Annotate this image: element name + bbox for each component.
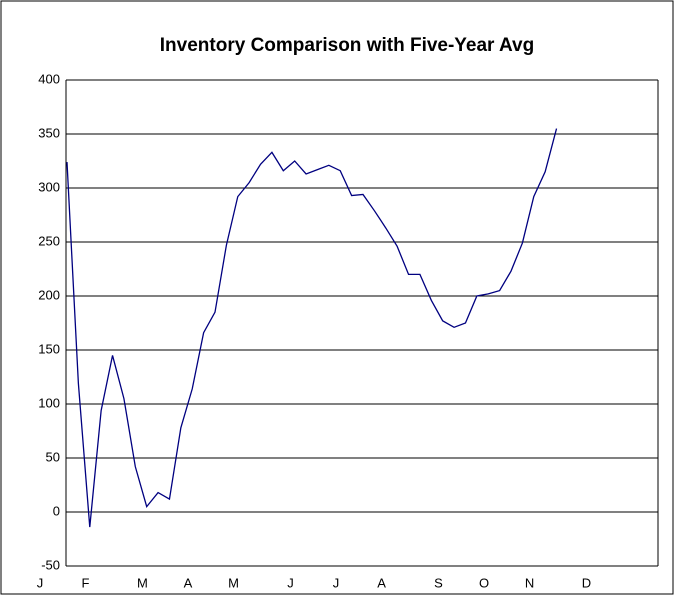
data-line — [66, 128, 558, 528]
y-tick-label: 400 — [38, 71, 60, 86]
x-tick-label: J — [333, 575, 340, 590]
y-tick-label: 250 — [38, 233, 60, 248]
x-tick-label: O — [479, 575, 489, 590]
y-tick-label: 350 — [38, 125, 60, 140]
x-tick-label: A — [377, 575, 386, 590]
chart-title: Inventory Comparison with Five-Year Avg — [160, 35, 534, 56]
y-tick-label: 0 — [53, 503, 60, 518]
y-tick-label: 200 — [38, 287, 60, 302]
y-tick-label: 50 — [46, 449, 60, 464]
y-tick-label: -50 — [41, 557, 60, 572]
x-tick-label: A — [184, 575, 193, 590]
y-tick-label: 300 — [38, 179, 60, 194]
y-tick-label: 100 — [38, 395, 60, 410]
x-tick-label: D — [582, 575, 591, 590]
x-tick-label: J — [37, 575, 44, 590]
y-tick-label: 150 — [38, 341, 60, 356]
x-tick-label: F — [82, 575, 90, 590]
x-tick-label: N — [525, 575, 534, 590]
x-tick-label: M — [228, 575, 239, 590]
x-tick-label: J — [287, 575, 294, 590]
x-tick-label: S — [434, 575, 443, 590]
x-tick-label: M — [137, 575, 148, 590]
